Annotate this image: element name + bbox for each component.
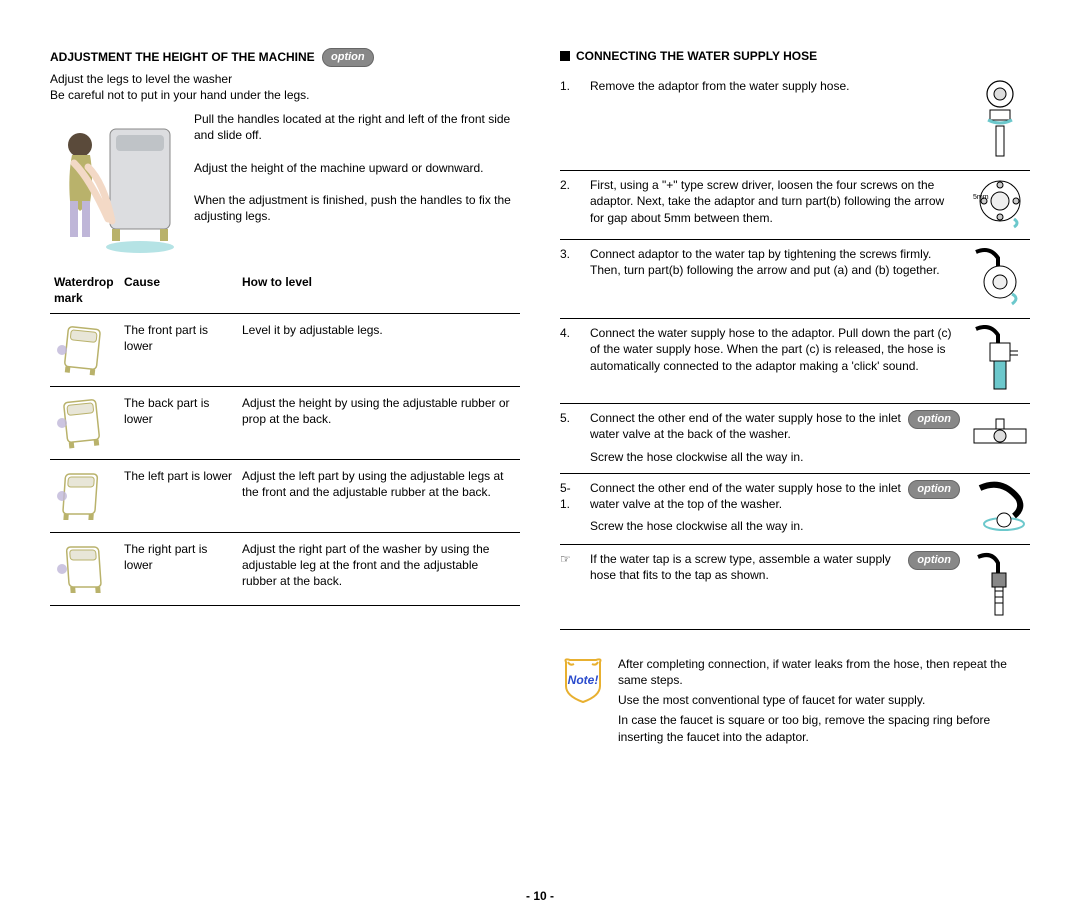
cell-illus: [50, 386, 120, 459]
note-p1: After completing connection, if water le…: [618, 656, 1030, 688]
step-illustration-icon: 5mm: [970, 177, 1030, 231]
cell-how: Level it by adjustable legs.: [238, 313, 520, 386]
step-extra: Screw the hose clockwise all the way in.: [590, 449, 960, 465]
steps-list: 1. Remove the adaptor from the water sup…: [560, 72, 1030, 630]
right-heading: CONNECTING THE WATER SUPPLY HOSE: [576, 49, 817, 63]
step-body: optionIf the water tap is a screw type, …: [590, 551, 960, 621]
option-badge: option: [322, 48, 374, 67]
cell-how: Adjust the height by using the adjustabl…: [238, 386, 520, 459]
intro-line-2: Be careful not to put in your hand under…: [50, 87, 520, 103]
washer-tilt-icon: [54, 395, 110, 451]
note-row: Note! After completing connection, if wa…: [560, 656, 1030, 749]
svg-text:5mm: 5mm: [973, 194, 989, 201]
step-body: Connect the water supply hose to the ada…: [590, 325, 960, 395]
table-row: The left part is lower Adjust the left p…: [50, 459, 520, 532]
step-number: 1.: [560, 78, 580, 162]
step-item: 5-1. optionConnect the other end of the …: [560, 474, 1030, 545]
option-badge: option: [908, 410, 960, 429]
left-column: ADJUSTMENT THE HEIGHT OF THE MACHINE opt…: [50, 48, 520, 868]
table-row: The back part is lower Adjust the height…: [50, 386, 520, 459]
note-text: After completing connection, if water le…: [618, 656, 1030, 749]
step-body: First, using a "+" type screw driver, lo…: [590, 177, 960, 231]
step-body: Remove the adaptor from the water supply…: [590, 78, 960, 162]
step-number: 5-1.: [560, 480, 580, 536]
step-item: 4. Connect the water supply hose to the …: [560, 319, 1030, 404]
step-item: 1. Remove the adaptor from the water sup…: [560, 72, 1030, 171]
step-illustration-icon: [970, 246, 1030, 310]
note-p3: In case the faucet is square or too big,…: [618, 712, 1030, 744]
step-body: optionConnect the other end of the water…: [590, 480, 960, 536]
right-heading-row: CONNECTING THE WATER SUPPLY HOSE: [560, 48, 1030, 64]
hero-text: Pull the handles located at the right an…: [194, 111, 520, 256]
intro-text: Adjust the legs to level the washer Be c…: [50, 71, 520, 103]
person-washer-illustration: [50, 111, 180, 256]
svg-text:Note!: Note!: [568, 673, 599, 687]
step-illustration-icon: [970, 410, 1030, 465]
step-number: 3.: [560, 246, 580, 310]
right-column: CONNECTING THE WATER SUPPLY HOSE 1. Remo…: [560, 48, 1030, 868]
step-body: optionConnect the other end of the water…: [590, 410, 960, 465]
step-number: 5.: [560, 410, 580, 465]
step-body: Connect adaptor to the water tap by tigh…: [590, 246, 960, 310]
note-p2: Use the most conventional type of faucet…: [618, 692, 1030, 708]
note-badge-icon: Note!: [560, 656, 606, 704]
th-waterdrop: Waterdrop mark: [50, 270, 120, 313]
cell-cause: The left part is lower: [120, 459, 238, 532]
cell-cause: The right part is lower: [120, 532, 238, 605]
step-illustration-icon: [970, 78, 1030, 162]
step-illustration-icon: [970, 480, 1030, 536]
page: ADJUSTMENT THE HEIGHT OF THE MACHINE opt…: [50, 48, 1030, 868]
step-illustration-icon: [970, 325, 1030, 395]
washer-tilt-icon: [54, 541, 110, 597]
square-bullet-icon: [560, 51, 570, 61]
th-cause: Cause: [120, 270, 238, 313]
cell-illus: [50, 459, 120, 532]
washer-tilt-icon: [54, 322, 110, 378]
table-row: The front part is lower Level it by adju…: [50, 313, 520, 386]
level-table: Waterdrop mark Cause How to level The fr…: [50, 270, 520, 605]
cell-illus: [50, 313, 120, 386]
washer-tilt-icon: [54, 468, 110, 524]
left-heading-row: ADJUSTMENT THE HEIGHT OF THE MACHINE opt…: [50, 48, 520, 67]
step-item: 2. First, using a "+" type screw driver,…: [560, 171, 1030, 240]
option-badge: option: [908, 551, 960, 570]
option-badge: option: [908, 480, 960, 499]
intro-line-1: Adjust the legs to level the washer: [50, 71, 520, 87]
step-number: 2.: [560, 177, 580, 231]
step-item: ☞ optionIf the water tap is a screw type…: [560, 545, 1030, 630]
cell-how: Adjust the right part of the washer by u…: [238, 532, 520, 605]
table-row: The right part is lower Adjust the right…: [50, 532, 520, 605]
th-how: How to level: [238, 270, 520, 313]
cell-cause: The back part is lower: [120, 386, 238, 459]
hero-p2: Adjust the height of the machine upward …: [194, 160, 520, 176]
cell-how: Adjust the left part by using the adjust…: [238, 459, 520, 532]
step-item: 3. Connect adaptor to the water tap by t…: [560, 240, 1030, 319]
step-illustration-icon: [970, 551, 1030, 621]
cell-cause: The front part is lower: [120, 313, 238, 386]
hero-p3: When the adjustment is finished, push th…: [194, 192, 520, 224]
step-number: 4.: [560, 325, 580, 395]
step-extra: Screw the hose clockwise all the way in.: [590, 518, 960, 534]
left-heading: ADJUSTMENT THE HEIGHT OF THE MACHINE: [50, 49, 315, 65]
hero-p1: Pull the handles located at the right an…: [194, 111, 520, 143]
hero-row: Pull the handles located at the right an…: [50, 111, 520, 256]
step-item: 5. optionConnect the other end of the wa…: [560, 404, 1030, 474]
page-number: - 10 -: [50, 888, 1030, 904]
step-number: ☞: [560, 551, 580, 621]
cell-illus: [50, 532, 120, 605]
